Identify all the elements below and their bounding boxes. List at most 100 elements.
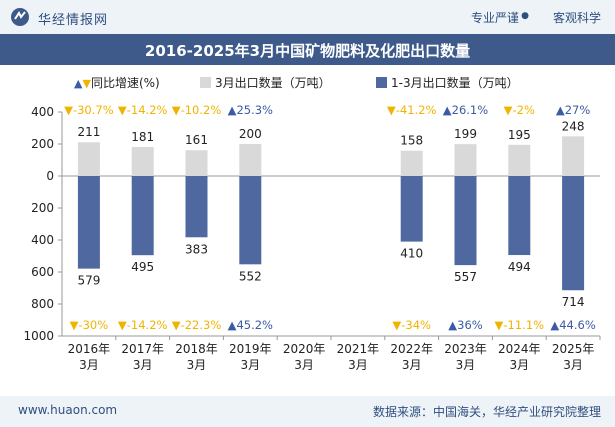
march-bar <box>454 144 477 176</box>
march-value-label: 161 <box>185 133 208 147</box>
x-tick-label: 2019年 <box>229 342 272 356</box>
x-tick-label: 2021年 <box>337 342 380 356</box>
x-tick-label: 2022年 <box>390 342 433 356</box>
legend-cumulative-label: 1-3月出口数量（万吨） <box>391 76 519 90</box>
cumulative-growth-label: ▲36% <box>448 318 482 332</box>
x-tick-label: 3月 <box>187 358 207 372</box>
x-tick-label: 3月 <box>348 358 368 372</box>
x-tick-label: 3月 <box>294 358 314 372</box>
march-bar <box>239 144 262 176</box>
legend-march-label: 3月出口数量（万吨） <box>215 76 331 90</box>
cumulative-bar <box>239 176 262 265</box>
march-bar <box>185 150 208 176</box>
march-growth-label: ▲26.1% <box>443 103 488 117</box>
y-tick-label: 0 <box>46 169 54 183</box>
x-tick-label: 2023年 <box>444 342 487 356</box>
cumulative-growth-label: ▼-22.3% <box>172 318 222 332</box>
march-value-label: 248 <box>562 119 585 133</box>
cumulative-bar <box>562 176 585 291</box>
cumulative-value-label: 410 <box>400 247 423 261</box>
x-tick-label: 2024年 <box>498 342 541 356</box>
march-value-label: 200 <box>239 127 262 141</box>
cumulative-value-label: 557 <box>454 270 477 284</box>
march-growth-label: ▲27% <box>556 103 590 117</box>
cumulative-bar <box>508 176 531 256</box>
march-value-label: 158 <box>400 134 423 148</box>
cumulative-value-label: 494 <box>508 260 531 274</box>
x-tick-label: 3月 <box>509 358 529 372</box>
title-bar <box>0 34 615 65</box>
cumulative-growth-label: ▼-30% <box>70 318 109 332</box>
cumulative-value-label: 495 <box>131 260 154 274</box>
march-growth-label: ▼-2% <box>504 103 535 117</box>
cumulative-growth-label: ▼-11.1% <box>495 318 545 332</box>
march-bar <box>131 147 154 176</box>
march-value-label: 181 <box>131 130 154 144</box>
x-tick-label: 3月 <box>456 358 476 372</box>
cumulative-value-label: 579 <box>77 274 100 288</box>
legend-growth: ▲▼同比增速(%) <box>74 74 160 91</box>
y-tick-label: 200 <box>31 137 54 151</box>
x-tick-label: 2016年 <box>68 342 111 356</box>
legend-cumulative: 1-3月出口数量（万吨） <box>376 74 519 91</box>
y-tick-label: 200 <box>31 201 54 215</box>
x-tick-label: 3月 <box>240 358 260 372</box>
brand-name: 华经情报网 <box>38 13 109 28</box>
cumulative-growth-label: ▲45.2% <box>228 318 273 332</box>
chart-bars <box>77 136 585 291</box>
separator-dot-icon: ● <box>521 11 529 21</box>
cumulative-value-label: 552 <box>239 269 262 283</box>
march-bar <box>562 136 585 176</box>
cumulative-bar <box>400 176 423 242</box>
march-growth-label: ▼-30.7% <box>64 103 114 117</box>
chart-axes: 400 200 0 200 400 600 800 1000 2016年 3月 2017年 3月 201… <box>23 105 601 372</box>
march-growth-label: ▼-41.2% <box>387 103 437 117</box>
march-bar <box>508 144 531 176</box>
chart-legend: ▲▼同比增速(%) 3月出口数量（万吨） 1-3月出口数量（万吨） <box>0 72 615 92</box>
march-growth-label: ▲25.3% <box>228 103 273 117</box>
data-source: 数据来源：中国海关，华经产业研究院整理 <box>372 405 601 419</box>
cumulative-bar <box>454 176 477 266</box>
legend-growth-label: 同比增速(%) <box>90 76 160 90</box>
x-tick-label: 3月 <box>79 358 99 372</box>
x-tick-label: 3月 <box>133 358 153 372</box>
huajing-logo-icon <box>11 8 29 26</box>
x-tick-label: 3月 <box>402 358 422 372</box>
x-tick-label: 2017年 <box>121 342 164 356</box>
march-bar <box>400 150 423 176</box>
legend-down-triangle-icon: ▼ <box>82 77 91 90</box>
march-value-label: 211 <box>77 125 100 139</box>
cumulative-value-label: 383 <box>185 242 208 256</box>
y-tick-label: 600 <box>31 265 54 279</box>
cumulative-bar <box>185 176 208 238</box>
chart-labels: 211 579 ▼-30.7% ▼-30% 181 495 ▼-14.2% ▼-14.2% 16… <box>64 103 596 332</box>
cumulative-bar <box>77 176 100 269</box>
march-growth-label: ▼-14.2% <box>118 103 168 117</box>
y-tick-label: 800 <box>31 297 54 311</box>
x-tick-label: 2025年 <box>552 342 595 356</box>
legend-march-swatch <box>200 77 211 88</box>
y-tick-label: 400 <box>31 105 54 119</box>
x-tick-label: 3月 <box>563 358 583 372</box>
chart-title: 2016-2025年3月中国矿物肥料及化肥出口数量 <box>144 42 471 60</box>
x-tick-label: 2018年 <box>175 342 218 356</box>
march-growth-label: ▼-10.2% <box>172 103 222 117</box>
legend-march: 3月出口数量（万吨） <box>200 74 331 91</box>
march-bar <box>77 142 100 176</box>
y-tick-label: 1000 <box>23 329 54 343</box>
y-tick-label: 400 <box>31 233 54 247</box>
bar-chart: 400 200 0 200 400 600 800 1000 2016年 3月 2017年 3月 201… <box>23 103 601 372</box>
cumulative-value-label: 714 <box>562 295 585 309</box>
top-bar <box>0 0 615 34</box>
slogan-objective: 客观科学 <box>552 11 601 25</box>
march-value-label: 195 <box>508 128 531 142</box>
website-url: www.huaon.com <box>18 403 118 417</box>
legend-cumulative-swatch <box>376 77 387 88</box>
footer-bar <box>0 396 615 427</box>
cumulative-growth-label: ▼-14.2% <box>118 318 168 332</box>
x-tick-label: 2020年 <box>283 342 326 356</box>
march-value-label: 199 <box>454 127 477 141</box>
legend-up-triangle-icon: ▲ <box>74 77 83 90</box>
cumulative-bar <box>131 176 154 256</box>
cumulative-growth-label: ▼-34% <box>392 318 431 332</box>
